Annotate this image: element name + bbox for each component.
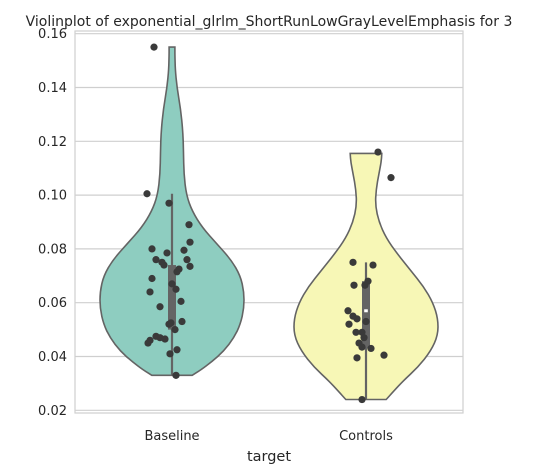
- data-point: [186, 262, 194, 270]
- iqr-box: [362, 281, 370, 349]
- x-tick-label: Controls: [339, 429, 393, 444]
- data-point: [161, 335, 169, 343]
- data-point: [367, 344, 375, 353]
- data-point: [360, 334, 368, 342]
- data-point: [172, 285, 180, 293]
- data-point: [148, 245, 156, 253]
- y-tick-label: 0.14: [38, 81, 67, 96]
- data-point: [350, 281, 358, 289]
- data-point: [387, 174, 395, 182]
- data-point: [173, 346, 181, 354]
- data-point: [150, 43, 158, 51]
- y-tick-label: 0.02: [38, 404, 67, 419]
- median-marker: [364, 309, 368, 313]
- y-tick-label: 0.08: [38, 242, 67, 257]
- data-point: [163, 249, 171, 257]
- y-tick-labels: 0.02 0.04 0.06 0.08 0.10 0.12 0.14 0.16: [38, 27, 67, 419]
- data-point: [369, 261, 377, 269]
- x-tick-labels: Baseline Controls: [144, 429, 393, 444]
- data-point: [166, 350, 174, 358]
- data-point: [177, 297, 185, 305]
- iqr-box: [168, 265, 176, 330]
- strip-points: [143, 43, 395, 404]
- data-point: [374, 148, 382, 156]
- data-point: [171, 326, 179, 334]
- data-point: [183, 256, 191, 264]
- y-tick-label: 0.06: [38, 296, 67, 311]
- data-point: [380, 351, 388, 359]
- data-point: [173, 268, 181, 276]
- data-point: [185, 221, 193, 229]
- data-point: [349, 258, 357, 266]
- data-point: [358, 343, 366, 351]
- data-point: [172, 371, 180, 379]
- data-point: [180, 246, 188, 254]
- data-point: [345, 320, 353, 328]
- data-point: [353, 354, 361, 362]
- data-point: [143, 190, 151, 198]
- data-point: [362, 317, 370, 326]
- y-tick-label: 0.16: [38, 27, 67, 42]
- data-point: [364, 277, 372, 285]
- data-point: [144, 339, 152, 347]
- data-point: [152, 256, 160, 264]
- data-point: [358, 395, 366, 404]
- data-point: [160, 261, 168, 269]
- y-tick-label: 0.10: [38, 189, 67, 204]
- y-tick-label: 0.12: [38, 135, 67, 150]
- data-point: [353, 315, 361, 323]
- data-point: [156, 303, 164, 311]
- data-point: [168, 280, 176, 288]
- axes-frame: [74, 30, 464, 414]
- data-point: [148, 274, 156, 283]
- y-tick-label: 0.04: [38, 350, 67, 365]
- data-point: [165, 320, 173, 328]
- data-point: [178, 317, 186, 326]
- data-point: [344, 307, 352, 315]
- data-point: [146, 288, 154, 296]
- chart-title: Violinplot of exponential_glrlm_ShortRun…: [26, 14, 513, 30]
- x-axis-label: target: [247, 449, 291, 465]
- x-tick-label: Baseline: [144, 429, 199, 444]
- data-point: [186, 238, 194, 246]
- data-point: [165, 199, 173, 207]
- data-point: [352, 328, 360, 336]
